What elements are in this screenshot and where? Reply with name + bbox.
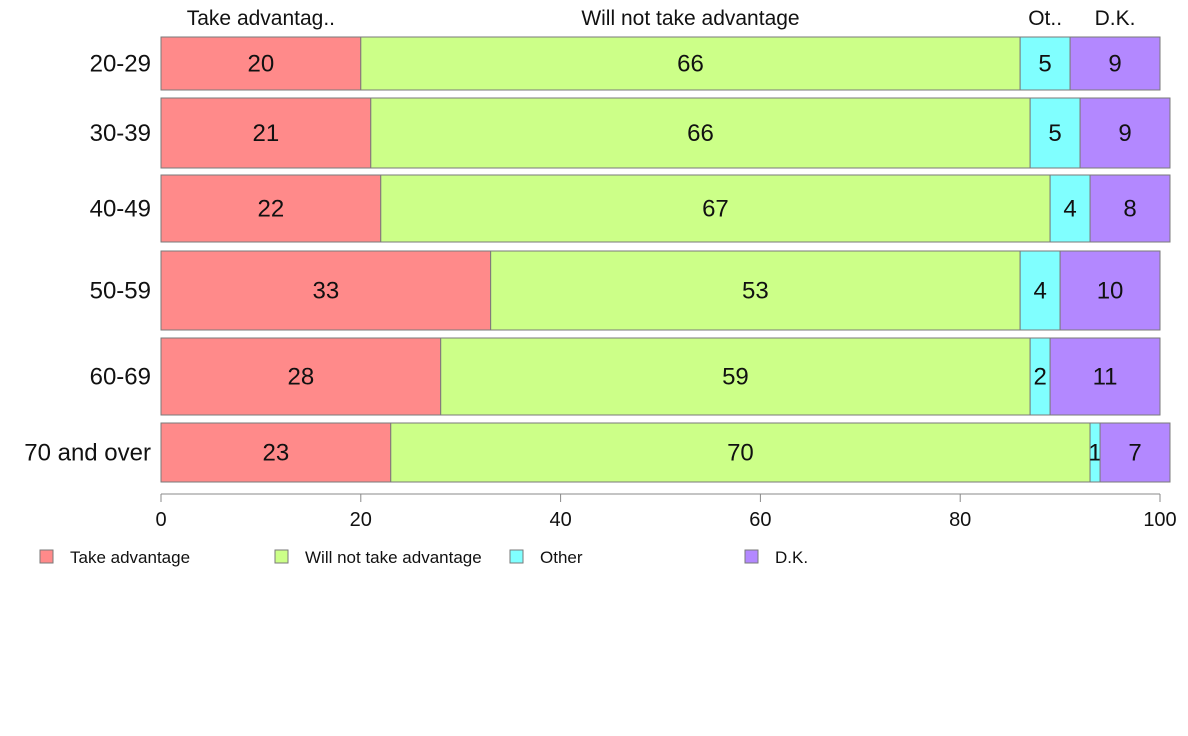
bar-segment xyxy=(160,337,442,416)
x-tick-label: 60 xyxy=(749,509,771,531)
data-label: 59 xyxy=(722,364,749,391)
bar-segment xyxy=(1019,36,1071,91)
x-tick-label: 0 xyxy=(155,509,166,531)
data-label: 20 xyxy=(248,51,275,78)
bar-segment xyxy=(160,250,492,331)
data-label: 23 xyxy=(263,440,290,467)
data-label: 2 xyxy=(1033,364,1046,391)
column-header: Will not take advantage xyxy=(581,7,799,30)
column-headers: Take advantag.. Will not take advantage Ot… xyxy=(187,7,1136,30)
data-label: 11 xyxy=(1093,364,1118,391)
bar-segment xyxy=(440,337,1031,416)
column-header: Take advantag.. xyxy=(187,7,335,30)
category-label: 60-69 xyxy=(90,364,151,391)
bar-segment xyxy=(160,422,392,483)
data-label: 7 xyxy=(1128,440,1141,467)
legend-swatch xyxy=(39,549,54,564)
legend-label: Take advantage xyxy=(70,548,190,567)
bar-segment xyxy=(1099,422,1171,483)
bar-segment xyxy=(360,36,1021,91)
bar-segment xyxy=(1059,250,1161,331)
data-label: 1 xyxy=(1088,440,1101,467)
data-label: 10 xyxy=(1097,278,1124,305)
bar-segment xyxy=(1089,174,1171,243)
bar-segment xyxy=(1079,97,1171,169)
x-tick-label: 80 xyxy=(949,509,971,531)
bar-segment xyxy=(1049,337,1161,416)
column-header: Ot.. xyxy=(1028,7,1062,30)
legend-swatch xyxy=(744,549,759,564)
x-tick-label: 40 xyxy=(549,509,571,531)
category-label: 30-39 xyxy=(90,120,151,147)
category-label: 20-29 xyxy=(90,51,151,78)
data-label: 67 xyxy=(702,196,729,223)
bar-segment xyxy=(370,97,1031,169)
data-label: 9 xyxy=(1118,120,1131,147)
x-axis: 0 20 40 60 80 100 xyxy=(155,493,1177,531)
bar-segment xyxy=(390,422,1091,483)
bar-segment xyxy=(160,97,372,169)
bar-segment xyxy=(490,250,1021,331)
bar-segment xyxy=(1069,36,1161,91)
x-tick-label: 20 xyxy=(350,509,372,531)
legend-swatch xyxy=(274,549,289,564)
data-label: 66 xyxy=(687,120,714,147)
data-label: 4 xyxy=(1063,196,1076,223)
category-label: 40-49 xyxy=(90,196,151,223)
data-label: 70 xyxy=(727,440,754,467)
bar-segment xyxy=(1029,97,1081,169)
data-label: 5 xyxy=(1048,120,1061,147)
category-label: 70 and over xyxy=(24,440,151,467)
legend: Take advantage Will not take advantage Oth… xyxy=(39,548,808,567)
category-labels: 20-29 30-39 40-49 50-59 60-69 70 and over xyxy=(24,51,151,467)
data-label: 5 xyxy=(1038,51,1051,78)
data-label: 53 xyxy=(742,278,769,305)
data-label: 66 xyxy=(677,51,704,78)
data-label: 9 xyxy=(1108,51,1121,78)
bar-segment xyxy=(160,174,382,243)
data-label: 8 xyxy=(1123,196,1136,223)
legend-swatch xyxy=(509,549,524,564)
data-label: 33 xyxy=(312,278,339,305)
legend-label: Will not take advantage xyxy=(305,548,482,567)
data-label: 21 xyxy=(253,120,280,147)
legend-label: D.K. xyxy=(775,548,808,567)
data-label: 22 xyxy=(258,196,285,223)
legend-label: Other xyxy=(540,548,583,567)
data-label: 28 xyxy=(288,364,315,391)
bar-segment xyxy=(380,174,1051,243)
x-tick-label: 100 xyxy=(1143,509,1176,531)
data-label: 4 xyxy=(1033,278,1046,305)
bar-segment xyxy=(160,36,362,91)
column-header: D.K. xyxy=(1095,7,1136,30)
category-label: 50-59 xyxy=(90,278,151,305)
